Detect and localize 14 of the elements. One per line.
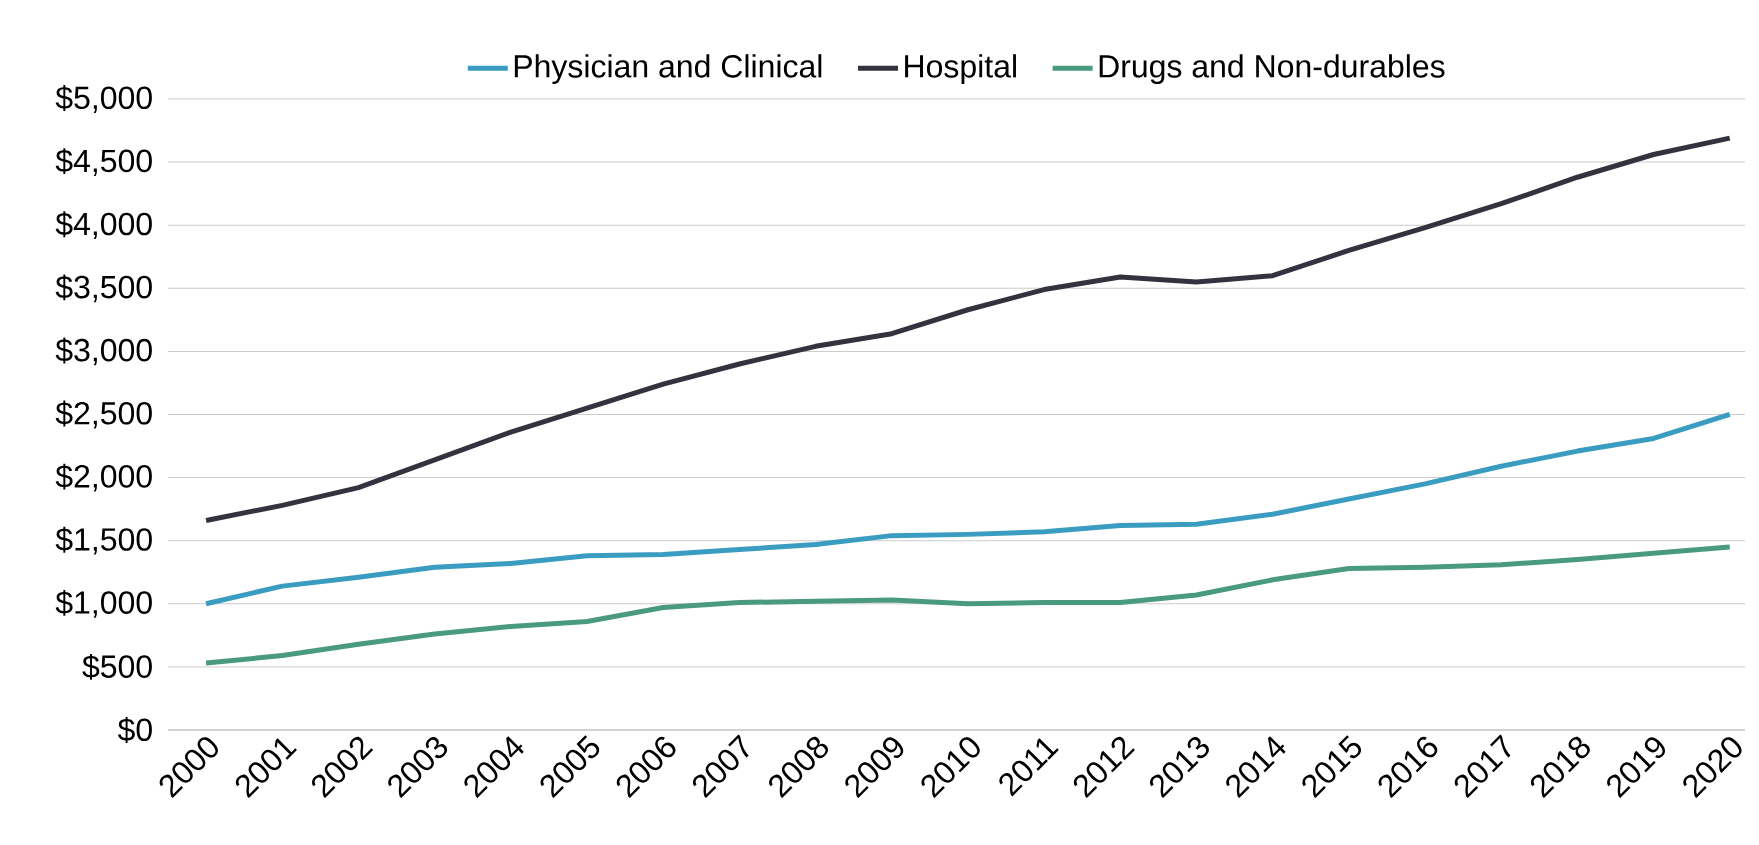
y-tick-label: $2,000	[55, 463, 152, 492]
legend-label: Physician and Clinical	[514, 54, 822, 84]
y-tick-label: $2,500	[55, 400, 152, 429]
y-tick-label: $3,500	[55, 274, 152, 303]
y-tick-label: $0	[117, 717, 152, 743]
y-tick-label: $1,500	[55, 526, 152, 555]
legend-label: Hospital	[905, 54, 1016, 84]
y-tick-label: $5,000	[55, 85, 152, 113]
y-tick-label: $4,000	[55, 211, 152, 240]
y-tick-label: $4,500	[55, 148, 152, 176]
y-tick-label: $1,000	[55, 589, 152, 618]
y-tick-label: $3,000	[55, 337, 152, 366]
legend-label: Drugs and Non-durables	[1099, 54, 1445, 84]
y-tick-label: $500	[82, 653, 152, 680]
